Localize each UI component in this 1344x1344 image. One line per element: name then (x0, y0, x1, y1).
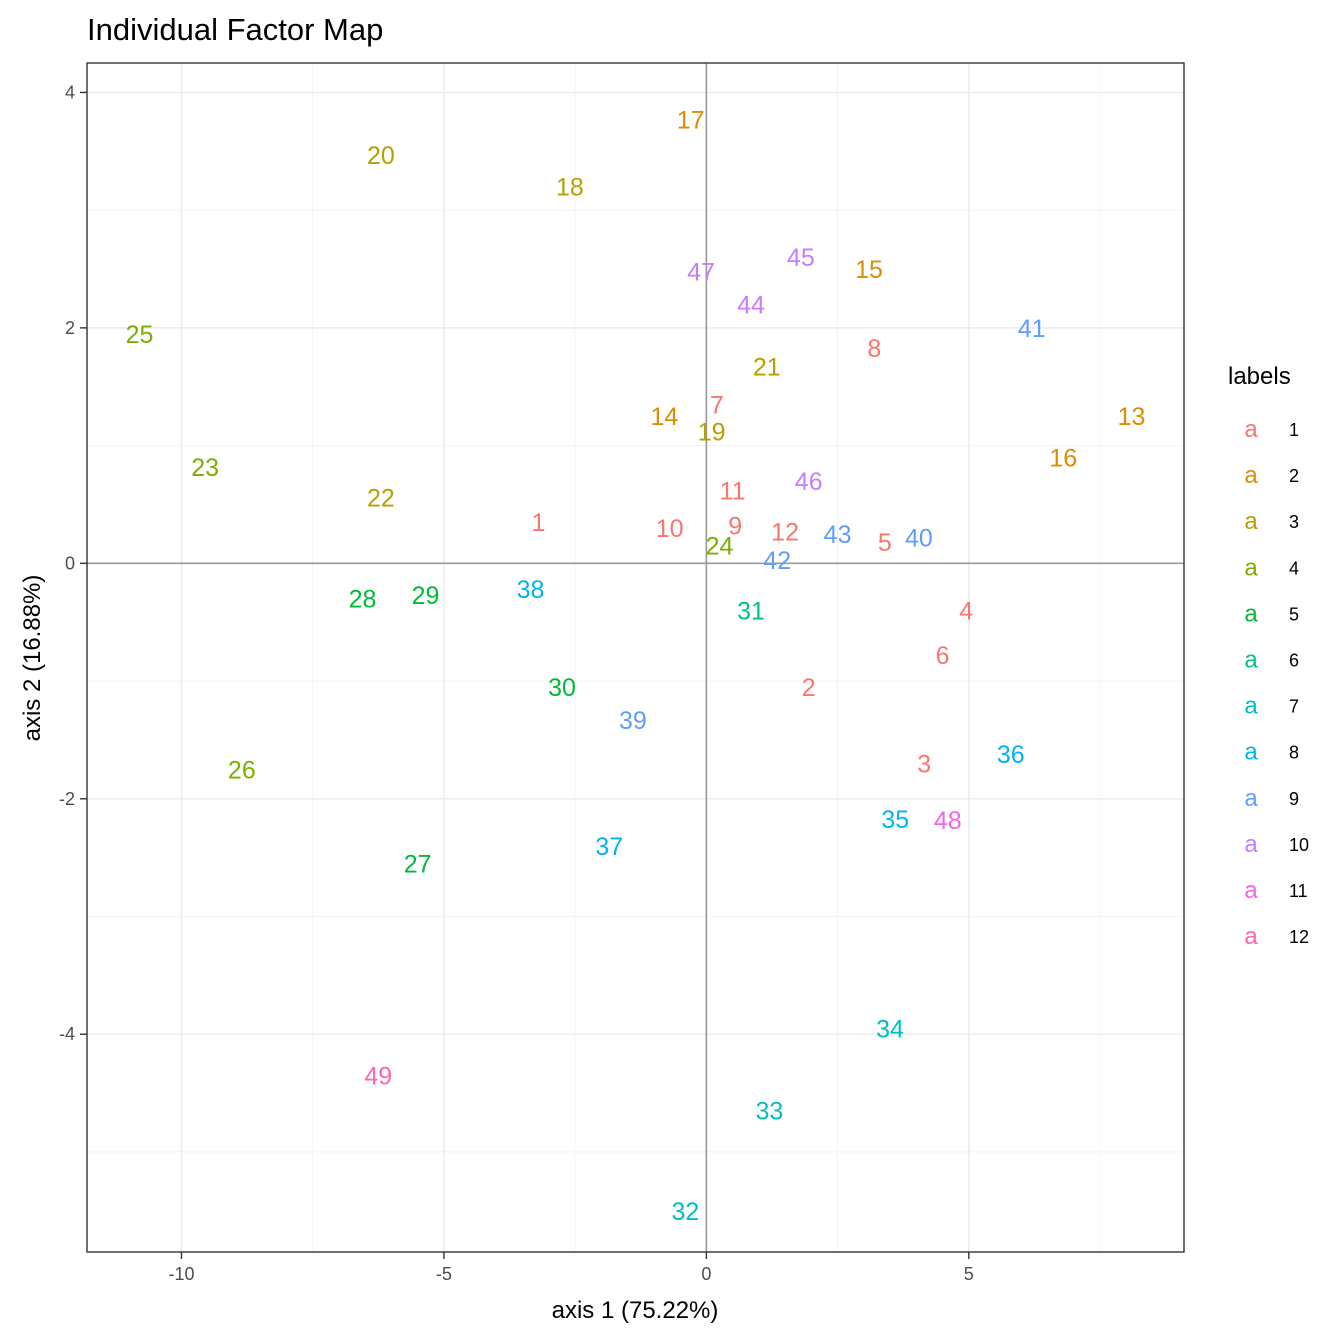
legend-entry-8: 8 (1289, 743, 1299, 763)
point-label-24: 24 (706, 533, 734, 561)
y-tick-label: 2 (65, 318, 75, 338)
y-tick-label: 0 (65, 553, 75, 573)
point-label-38: 38 (517, 576, 545, 604)
point-label-31: 31 (737, 597, 765, 625)
legend-entry-5: 5 (1289, 604, 1299, 624)
point-label-1: 1 (531, 509, 545, 537)
legend-entry-2: 2 (1289, 466, 1299, 486)
data-points: 1234567891011121314151617181920212223242… (126, 107, 1146, 1226)
legend-key-glyph: a (1244, 508, 1258, 535)
x-tick-label: -5 (436, 1264, 452, 1284)
point-label-2: 2 (802, 674, 816, 702)
point-label-11: 11 (720, 477, 746, 505)
legend-key-glyph: a (1244, 554, 1258, 581)
point-label-6: 6 (936, 642, 950, 670)
point-label-34: 34 (876, 1015, 904, 1043)
point-label-17: 17 (677, 107, 705, 135)
point-label-33: 33 (755, 1098, 783, 1126)
point-label-4: 4 (959, 597, 973, 625)
legend-entry-7: 7 (1289, 697, 1299, 717)
y-tick-label: -4 (59, 1024, 75, 1044)
legend-entry-10: 10 (1289, 835, 1309, 855)
point-label-41: 41 (1018, 315, 1046, 343)
legend-key-glyph: a (1244, 831, 1258, 858)
point-label-18: 18 (556, 174, 584, 202)
legend-key-glyph: a (1244, 785, 1258, 812)
point-label-20: 20 (367, 142, 395, 170)
grid (87, 63, 1184, 1252)
point-label-9: 9 (728, 513, 742, 541)
x-axis-title: axis 1 (75.22%) (552, 1297, 719, 1324)
legend-key-glyph: a (1244, 416, 1258, 443)
point-label-3: 3 (917, 750, 931, 778)
y-tick-label: 4 (65, 82, 75, 102)
point-label-37: 37 (595, 833, 623, 861)
point-label-44: 44 (737, 291, 765, 319)
point-label-28: 28 (349, 586, 377, 614)
plot-panel (87, 63, 1184, 1252)
point-label-45: 45 (787, 244, 815, 272)
legend-entry-12: 12 (1289, 927, 1309, 947)
point-label-12: 12 (771, 519, 799, 547)
legend-key-glyph: a (1244, 647, 1258, 674)
panel-border (86, 62, 1185, 1253)
y-tick-label: -2 (59, 789, 75, 809)
point-label-23: 23 (191, 454, 219, 482)
point-label-10: 10 (656, 515, 684, 543)
chart-title: Individual Factor Map (87, 12, 383, 47)
point-label-36: 36 (997, 741, 1025, 769)
legend-key-glyph: a (1244, 600, 1258, 627)
x-tick-label: -10 (168, 1264, 194, 1284)
point-label-47: 47 (687, 258, 715, 286)
point-label-25: 25 (126, 321, 154, 349)
legend-entry-1: 1 (1289, 420, 1299, 440)
point-label-22: 22 (367, 484, 395, 512)
point-label-27: 27 (404, 851, 432, 879)
point-label-15: 15 (855, 256, 883, 284)
legend-key-glyph: a (1244, 877, 1258, 904)
x-tick-label: 0 (701, 1264, 711, 1284)
legend-key-glyph: a (1244, 739, 1258, 766)
legend-key-glyph: a (1244, 462, 1258, 489)
legend-entry-11: 11 (1289, 881, 1308, 901)
legend-entry-6: 6 (1289, 651, 1299, 671)
legend-entry-3: 3 (1289, 512, 1299, 532)
point-label-48: 48 (934, 807, 962, 835)
point-label-40: 40 (905, 524, 933, 552)
point-label-29: 29 (412, 582, 440, 610)
point-label-32: 32 (671, 1198, 699, 1226)
legend-title: labels (1228, 363, 1291, 390)
point-label-7: 7 (710, 391, 724, 419)
point-label-8: 8 (867, 335, 881, 363)
point-label-30: 30 (548, 674, 576, 702)
panel-background (87, 63, 1184, 1252)
legend: labels a 1 a 2 a 3 a 4 a 5 a 6 a 7 a 8 a 9 a 10 a 11 a 12 (1228, 363, 1309, 950)
legend-entry-9: 9 (1289, 789, 1299, 809)
point-label-19: 19 (698, 418, 726, 446)
point-label-5: 5 (878, 529, 892, 557)
point-label-42: 42 (763, 547, 791, 575)
y-axis-title: axis 2 (16.88%) (19, 575, 46, 742)
legend-key-glyph: a (1244, 923, 1258, 950)
point-label-49: 49 (364, 1062, 392, 1090)
point-label-13: 13 (1118, 403, 1146, 431)
point-label-39: 39 (619, 707, 647, 735)
point-label-46: 46 (795, 468, 823, 496)
legend-entry-4: 4 (1289, 558, 1299, 578)
point-label-16: 16 (1049, 444, 1077, 472)
point-label-35: 35 (881, 806, 909, 834)
legend-key-glyph: a (1244, 693, 1258, 720)
x-tick-label: 5 (964, 1264, 974, 1284)
point-label-26: 26 (228, 756, 256, 784)
point-label-14: 14 (650, 403, 678, 431)
point-label-43: 43 (824, 521, 852, 549)
point-label-21: 21 (753, 354, 781, 382)
